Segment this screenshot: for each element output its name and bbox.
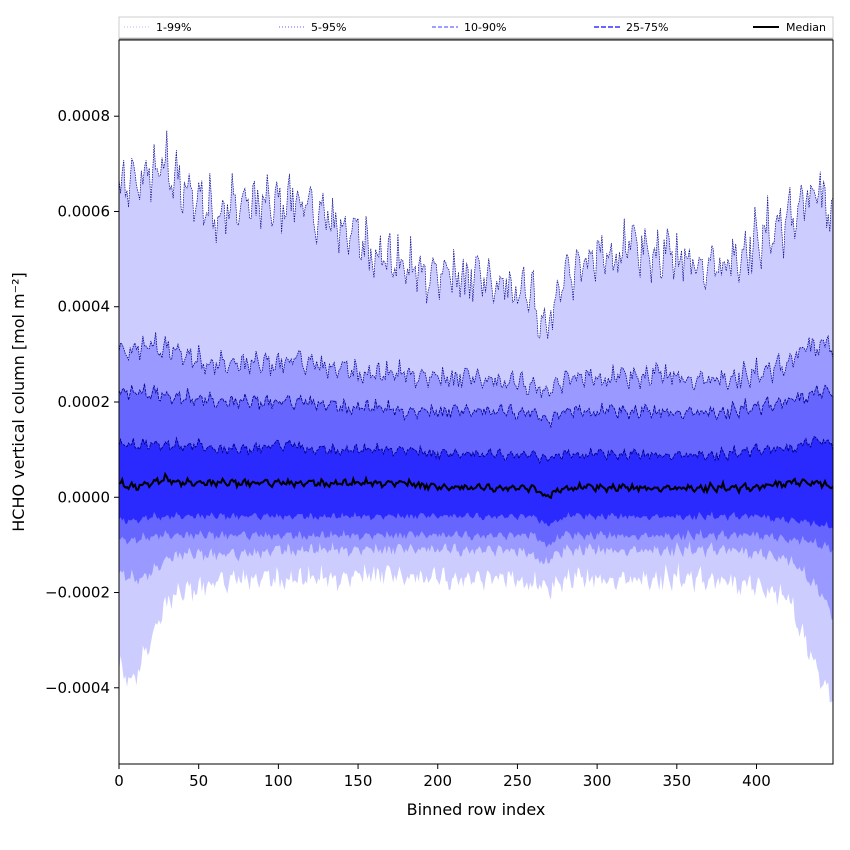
y-tick-label: 0.0002 (58, 393, 111, 411)
x-tick-label: 150 (344, 772, 373, 790)
line-10-90-upper (119, 383, 833, 429)
line-1-99-upper (119, 130, 833, 339)
x-tick-label: 0 (114, 772, 124, 790)
line-25-75-upper (119, 436, 833, 465)
y-tick-label: −0.0004 (45, 679, 110, 697)
line-5-95-upper (119, 332, 833, 398)
legend-label-10-90: 10-90% (464, 21, 506, 34)
x-axis: 0 50 100 150 200 250 300 350 400 (114, 764, 771, 790)
x-tick-label: 250 (503, 772, 532, 790)
x-tick-label: 50 (189, 772, 208, 790)
x-tick-label: 100 (264, 772, 293, 790)
legend-box (118, 16, 834, 39)
x-axis-label: Binned row index (407, 800, 546, 819)
legend-label-25-75: 25-75% (626, 21, 668, 34)
x-tick-label: 400 (742, 772, 771, 790)
median-line (119, 471, 833, 500)
y-axis: −0.0004 −0.0002 0.0000 0.0002 0.0004 0.0006 0.… (45, 107, 119, 697)
y-tick-label: 0.0008 (58, 107, 111, 125)
plot-area (118, 39, 834, 765)
legend-label-median: Median (786, 21, 826, 34)
y-tick-label: 0.0004 (58, 298, 111, 316)
legend: 1-99% 5-95% 10-90% 25-75% Median (118, 16, 834, 40)
percentile-bands (119, 130, 833, 703)
y-tick-label: 0.0006 (58, 202, 111, 220)
band-25-75 (119, 436, 833, 529)
legend-label-1-99: 1-99% (156, 21, 191, 34)
y-tick-label: −0.0002 (45, 584, 110, 602)
x-tick-label: 350 (662, 772, 691, 790)
y-axis-label: HCHO vertical column [mol m⁻²] (9, 272, 28, 531)
x-tick-label: 200 (423, 772, 452, 790)
legend-label-5-95: 5-95% (311, 21, 346, 34)
x-tick-label: 300 (583, 772, 612, 790)
y-tick-label: 0.0000 (58, 488, 111, 506)
